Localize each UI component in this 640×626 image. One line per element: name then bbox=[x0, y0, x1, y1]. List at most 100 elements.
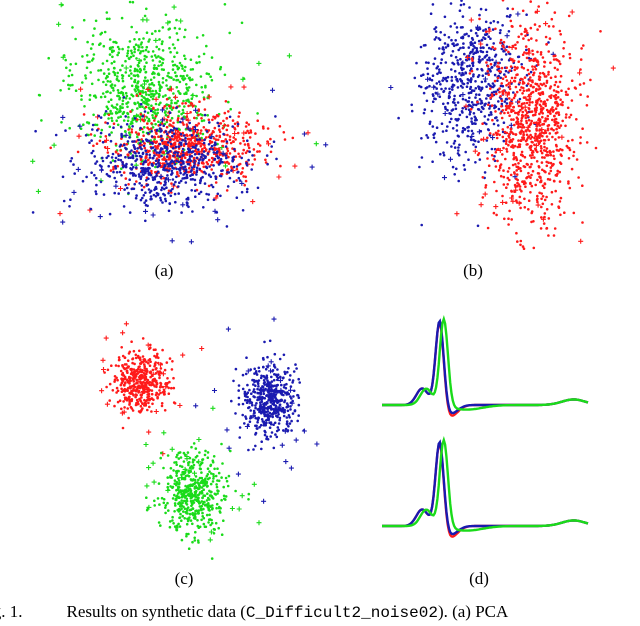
data-point bbox=[469, 77, 473, 80]
data-point bbox=[195, 144, 198, 147]
data-point bbox=[507, 223, 510, 226]
data-point bbox=[489, 62, 493, 66]
data-point bbox=[228, 115, 232, 119]
data-point bbox=[165, 155, 169, 158]
data-point bbox=[126, 105, 129, 109]
data-point bbox=[212, 171, 215, 175]
data-point bbox=[515, 231, 518, 235]
data-point bbox=[103, 30, 107, 34]
data-point bbox=[40, 119, 43, 122]
data-point bbox=[108, 212, 112, 216]
data-point bbox=[496, 21, 500, 24]
data-point bbox=[539, 180, 543, 184]
data-point bbox=[515, 169, 518, 172]
data-point bbox=[533, 113, 536, 117]
data-point bbox=[149, 109, 153, 113]
data-point bbox=[115, 41, 118, 45]
data-point bbox=[558, 80, 562, 84]
data-point bbox=[529, 191, 532, 194]
data-point bbox=[195, 94, 198, 98]
data-point bbox=[172, 183, 176, 186]
data-point bbox=[111, 46, 114, 49]
data-point bbox=[553, 11, 557, 14]
data-point bbox=[261, 420, 265, 423]
outlier-point bbox=[516, 200, 522, 206]
data-point bbox=[138, 365, 141, 368]
data-point bbox=[67, 87, 71, 91]
outlier-point bbox=[145, 342, 151, 348]
data-point bbox=[106, 151, 110, 154]
data-point bbox=[188, 508, 192, 512]
data-point bbox=[201, 139, 204, 142]
data-point bbox=[180, 473, 183, 477]
data-point bbox=[217, 526, 220, 530]
data-point bbox=[521, 9, 525, 13]
data-point bbox=[183, 54, 186, 58]
data-point bbox=[108, 382, 112, 386]
data-point bbox=[524, 96, 527, 99]
data-point bbox=[130, 389, 133, 393]
data-point bbox=[109, 161, 113, 164]
data-point bbox=[128, 350, 132, 354]
data-point bbox=[211, 148, 214, 151]
data-point bbox=[111, 55, 114, 59]
data-point bbox=[207, 72, 211, 76]
data-point bbox=[182, 111, 185, 114]
data-point bbox=[113, 60, 116, 63]
data-point bbox=[195, 83, 198, 87]
data-point bbox=[527, 56, 531, 60]
data-point bbox=[252, 388, 256, 391]
data-point bbox=[494, 165, 498, 168]
data-point bbox=[170, 368, 174, 371]
data-point bbox=[496, 65, 499, 68]
data-point bbox=[440, 87, 443, 91]
data-point bbox=[176, 133, 180, 137]
data-point bbox=[166, 501, 169, 505]
data-point bbox=[194, 512, 197, 515]
data-point bbox=[151, 383, 154, 386]
data-point bbox=[191, 507, 195, 510]
data-point bbox=[243, 143, 247, 146]
data-point bbox=[433, 132, 436, 135]
data-point bbox=[129, 376, 132, 380]
data-point bbox=[501, 130, 505, 134]
outlier-point bbox=[478, 202, 484, 208]
data-point bbox=[188, 494, 192, 498]
outlier-point bbox=[123, 132, 129, 138]
data-point bbox=[148, 358, 152, 361]
data-point bbox=[474, 80, 477, 83]
data-point bbox=[157, 521, 161, 524]
data-point bbox=[523, 76, 527, 79]
data-point bbox=[444, 46, 448, 49]
data-point bbox=[178, 141, 182, 144]
data-point bbox=[115, 171, 119, 174]
data-point bbox=[535, 39, 538, 42]
data-point bbox=[197, 148, 200, 151]
data-point bbox=[191, 458, 195, 461]
data-point bbox=[113, 67, 116, 70]
data-point bbox=[453, 94, 456, 98]
data-point bbox=[164, 141, 167, 144]
data-point bbox=[269, 382, 272, 385]
data-point bbox=[208, 133, 212, 137]
data-point bbox=[181, 108, 185, 112]
data-point bbox=[504, 91, 508, 94]
data-point bbox=[524, 116, 528, 120]
data-point bbox=[256, 119, 259, 122]
data-point bbox=[185, 153, 189, 156]
data-point bbox=[430, 78, 434, 82]
data-point bbox=[178, 516, 181, 520]
data-point bbox=[103, 113, 106, 117]
data-point bbox=[212, 115, 215, 119]
data-point bbox=[170, 108, 174, 111]
data-point bbox=[193, 171, 196, 175]
data-point bbox=[549, 151, 552, 154]
outlier-point bbox=[509, 195, 515, 201]
data-point bbox=[288, 422, 292, 425]
data-point bbox=[174, 504, 177, 507]
data-point bbox=[156, 370, 159, 373]
data-point bbox=[205, 499, 209, 502]
data-point bbox=[207, 521, 210, 524]
data-point bbox=[159, 101, 162, 105]
data-point bbox=[134, 353, 138, 357]
